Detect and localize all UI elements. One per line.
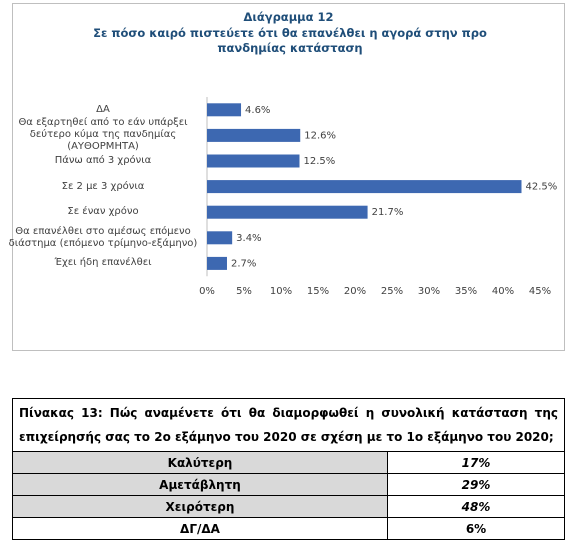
x-tick-label: 40% — [492, 286, 514, 297]
value-label: 12.5% — [304, 156, 336, 167]
x-tick-label: 25% — [381, 286, 403, 297]
chart-frame — [12, 3, 565, 351]
value-label: 42.5% — [526, 182, 558, 193]
bar — [207, 128, 301, 142]
x-tick-label: 45% — [529, 286, 551, 297]
y-tick-label: Σε 2 με 3 χρόνια — [61, 180, 145, 192]
value-label: 12.6% — [304, 130, 336, 141]
x-tick-label: 35% — [455, 286, 477, 297]
bar — [207, 231, 233, 245]
y-tick-label: Σε έναν χρόνο — [67, 206, 139, 218]
table-value: 48% — [387, 495, 565, 518]
table-value: 29% — [387, 473, 565, 496]
table: Πίνακας 13: Πώς αναμένετε ότι θα διαμορφ… — [12, 398, 565, 540]
bar — [207, 180, 522, 194]
x-tick-label: 10% — [270, 286, 292, 297]
table-label: Χειρότερη — [12, 495, 388, 518]
x-tick-label: 20% — [344, 286, 366, 297]
x-tick-label: 15% — [307, 286, 329, 297]
y-tick-label: Πάνω από 3 χρόνια — [54, 155, 152, 166]
value-label: 3.4% — [236, 233, 261, 244]
bar — [207, 256, 227, 270]
y-tick-label: ΔΑ — [96, 103, 110, 115]
value-label: 21.7% — [372, 207, 404, 218]
table-label: Αμετάβλητη — [12, 473, 388, 496]
table-value: 6% — [387, 517, 565, 540]
table-title: Πίνακας 13: Πώς αναμένετε ότι θα διαμορφ… — [12, 398, 565, 452]
table-label: Καλύτερη — [12, 451, 388, 474]
bar — [207, 205, 368, 219]
y-tick-label: Θα επανέλθει στο αμέσως επόμενο διάστημα… — [8, 225, 198, 249]
y-tick-label: Έχει ήδη επανέλθει — [54, 257, 152, 269]
bar — [207, 103, 242, 117]
x-tick-label: 30% — [418, 286, 440, 297]
x-tick-label: 0% — [199, 286, 215, 297]
y-tick-label: Θα εξαρτηθεί από το εάν υπάρξει δεύτερο … — [18, 117, 188, 153]
table-label: ΔΓ/ΔΑ — [12, 517, 388, 540]
bar — [207, 154, 300, 168]
chart-subtitle: Σε πόσο καιρό πιστεύετε ότι θα επανέλθει… — [93, 26, 487, 55]
value-label: 2.7% — [231, 258, 256, 269]
chart-title: Διάγραμμα 12 — [243, 10, 334, 24]
table-value: 17% — [387, 451, 565, 474]
x-tick-label: 5% — [236, 286, 252, 297]
value-label: 4.6% — [245, 105, 270, 116]
